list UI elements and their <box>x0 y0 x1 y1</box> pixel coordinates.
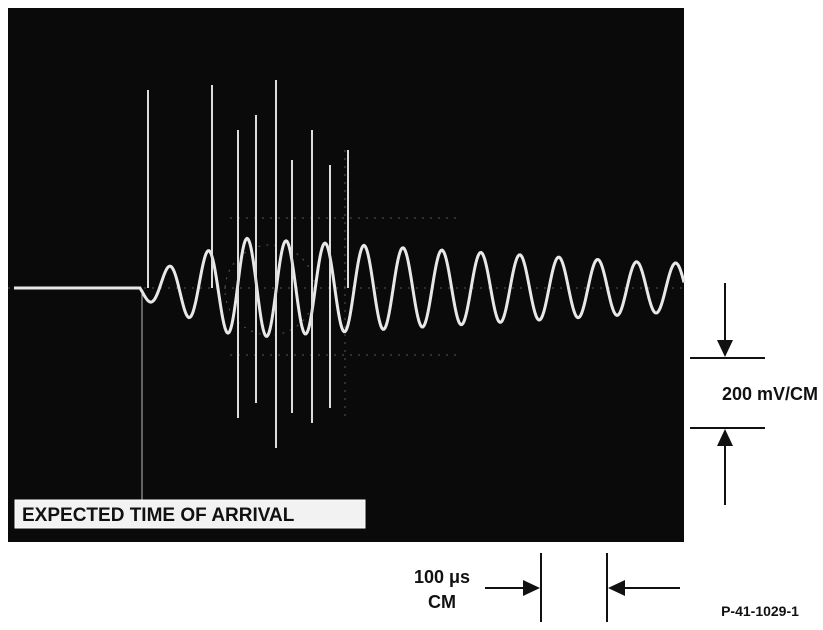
vertical-scale-label: 200 mV/CM <box>722 384 818 404</box>
vertical-scale <box>690 283 765 505</box>
horizontal-scale <box>485 553 680 622</box>
figure-id: P-41-1029-1 <box>721 603 799 619</box>
arrival-label: EXPECTED TIME OF ARRIVAL <box>22 505 295 526</box>
horizontal-scale-label: 100 μs <box>414 567 470 587</box>
label-box <box>14 499 366 529</box>
horizontal-scale-unit: CM <box>428 592 456 612</box>
scope-screen <box>8 8 684 542</box>
spikes <box>147 80 349 448</box>
waveform <box>14 236 686 338</box>
